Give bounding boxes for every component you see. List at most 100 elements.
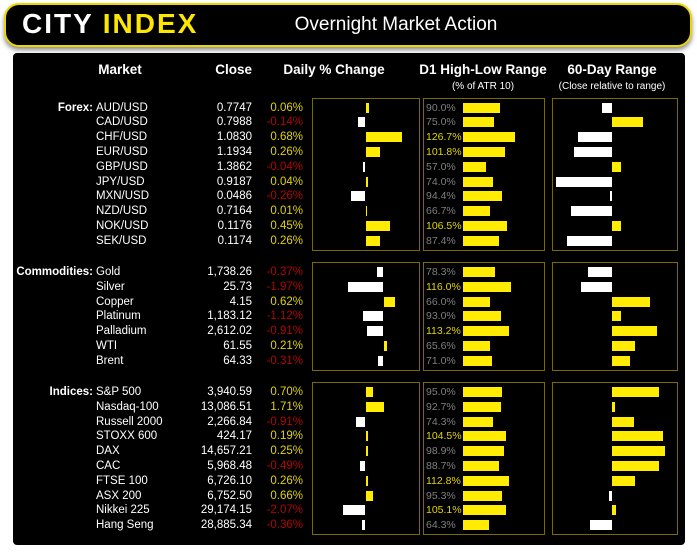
atr-range-bar (463, 235, 499, 246)
daily-change-bar (361, 520, 366, 531)
sixty-day-range-bar (612, 296, 650, 307)
section-label: Commodities: (16, 266, 93, 278)
atr-range-bar (463, 341, 490, 351)
atr-range-bar (463, 446, 504, 457)
close-value: 0.1176 (217, 219, 252, 232)
market-label: DAX (96, 445, 120, 458)
daily-change-value: 0.04% (270, 175, 303, 188)
sixty-day-range-bar (587, 267, 612, 277)
daily-change-bar (360, 461, 366, 471)
daily-change-bar (383, 341, 388, 351)
atr-range-bar (463, 416, 494, 427)
atr-range-label: 92.7% (426, 400, 456, 413)
daily-change-bar (367, 326, 384, 337)
atr-range-bar (463, 296, 491, 307)
atr-range-bar (463, 267, 496, 277)
market-label: NZD/USD (96, 205, 148, 218)
atr-range-label: 57.0% (426, 160, 456, 173)
market-label: Hang Seng (96, 519, 154, 532)
sixty-day-range-bar (581, 281, 612, 292)
city-index-logo: CITY INDEX (22, 8, 198, 40)
daily-change-value: 0.21% (270, 340, 303, 352)
daily-change-value: -0.26% (266, 190, 303, 203)
sixty-day-range-bar (602, 102, 612, 113)
daily-change-value: 0.45% (270, 219, 303, 232)
report-title: Overnight Market Action (294, 14, 498, 35)
close-value: 14,657.21 (200, 445, 252, 458)
column-header-d1-range: D1 High-Low Range (419, 62, 547, 77)
atr-range-label: 126.7% (426, 131, 462, 144)
atr-range-label: 66.7% (426, 205, 456, 218)
sixty-day-range-bar (612, 505, 616, 516)
close-value: 0.9187 (216, 175, 252, 188)
close-value: 2,266.84 (207, 415, 252, 428)
market-label: AUD/USD (96, 101, 148, 114)
column-subheader-atr: (% of ATR 10) (451, 81, 515, 92)
atr-range-bar (463, 505, 507, 516)
market-label: Gold (96, 266, 121, 278)
daily-change-bar (365, 401, 384, 412)
daily-change-bar (355, 416, 366, 427)
daily-change-bar (365, 102, 369, 113)
close-value: 6,726.10 (207, 474, 252, 487)
logo-city-text: CITY (22, 8, 94, 39)
daily-change-value: 0.26% (270, 145, 303, 158)
atr-range-label: 116.0% (426, 280, 461, 293)
market-label: CAD/USD (96, 116, 148, 129)
daily-change-bar (363, 311, 384, 322)
atr-range-label: 112.8% (426, 474, 461, 487)
close-value: 3,940.59 (207, 386, 252, 398)
close-value: 0.0486 (216, 190, 252, 203)
daily-change-bar (365, 431, 368, 442)
atr-range-bar (463, 311, 502, 322)
close-value: 5,968.48 (207, 460, 252, 472)
atr-range-bar (463, 490, 503, 501)
daily-change-value: -0.14% (266, 116, 303, 129)
atr-range-label: 78.3% (426, 266, 456, 278)
daily-change-bar (351, 191, 366, 202)
sixty-day-range-bar (589, 520, 612, 531)
daily-change-value: 0.68% (270, 131, 303, 144)
sixty-day-range-bar (612, 401, 616, 412)
atr-range-bar (463, 117, 494, 128)
sixty-day-range-bar (555, 176, 612, 187)
sixty-day-range-bar (612, 220, 622, 231)
atr-range-label: 94.4% (426, 190, 456, 203)
sixty-day-range-bar (612, 161, 622, 172)
close-value: 64.33 (223, 354, 252, 367)
close-value: 61.55 (223, 340, 252, 352)
atr-range-label: 74.3% (426, 415, 456, 428)
atr-range-bar (463, 461, 500, 471)
atr-range-bar (463, 520, 490, 531)
market-label: CHF/USD (96, 131, 148, 144)
atr-range-bar (463, 220, 507, 231)
market-label: WTI (96, 340, 118, 352)
column-header-60day-range: 60-Day Range (567, 62, 657, 77)
daily-change-bar (365, 387, 374, 397)
close-value: 0.7988 (216, 116, 252, 129)
close-value: 1.3862 (216, 160, 252, 173)
atr-range-label: 71.0% (426, 354, 456, 367)
daily-change-value: 0.25% (270, 445, 303, 458)
market-label: EUR/USD (96, 145, 148, 158)
atr-range-bar (463, 102, 500, 113)
market-label: ASX 200 (96, 489, 142, 502)
daily-change-value: 0.06% (270, 101, 303, 114)
sixty-day-range-bar (612, 446, 665, 457)
close-value: 0.7747 (216, 101, 252, 114)
sixty-day-range-bar (612, 431, 664, 442)
atr-range-label: 113.2% (426, 325, 461, 338)
sixty-day-range-bar (574, 146, 612, 157)
sixty-day-range-bar (612, 341, 635, 351)
daily-change-value: 1.71% (270, 400, 303, 413)
atr-range-bar (463, 401, 501, 412)
daily-change-value: -1.12% (266, 310, 303, 323)
daily-change-bar (365, 220, 390, 231)
close-value: 29,174.15 (200, 504, 252, 517)
market-label: Nikkei 225 (96, 504, 150, 517)
sixty-day-range-bar (608, 490, 612, 501)
close-value: 6,752.50 (207, 489, 252, 502)
market-label: Palladium (96, 325, 147, 338)
market-label: SEK/USD (96, 234, 147, 247)
daily-change-value: -1.97% (266, 280, 303, 293)
